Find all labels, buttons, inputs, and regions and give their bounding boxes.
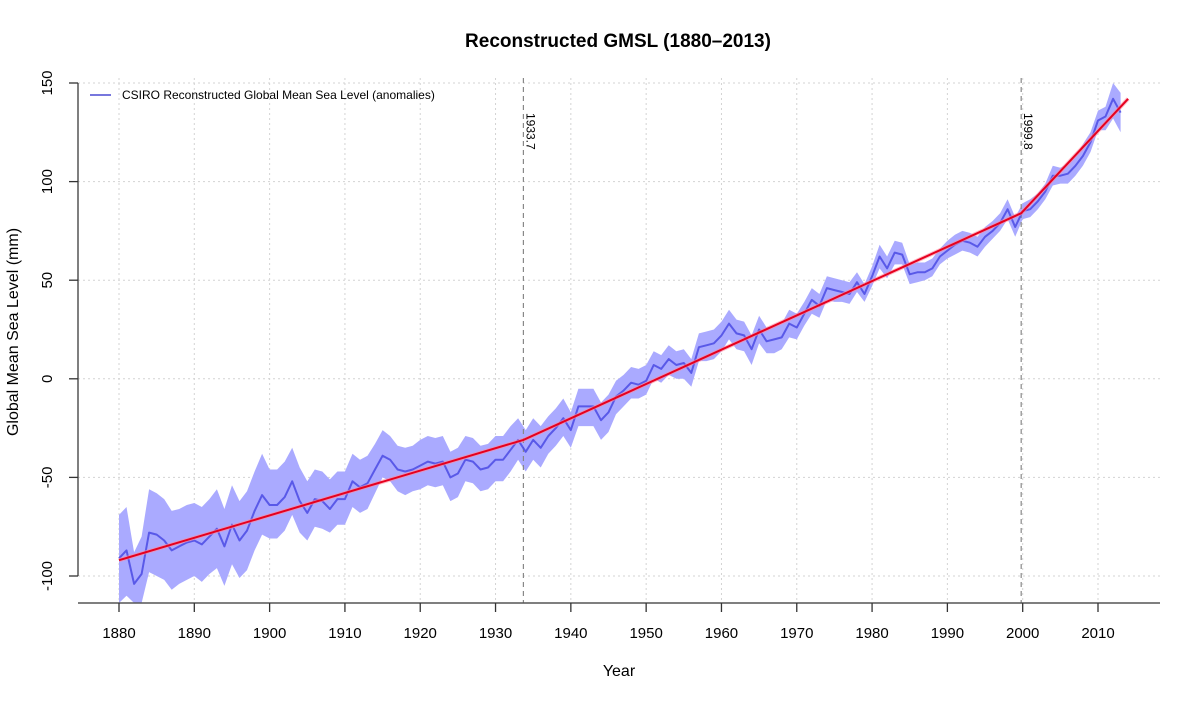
y-tick-label: 0 <box>39 375 56 383</box>
x-tick-label: 1950 <box>629 625 662 642</box>
x-tick-label: 1960 <box>705 625 738 642</box>
breakpoint-label: 1999.8 <box>1021 113 1035 150</box>
fit-layer <box>118 97 1130 563</box>
x-tick-label: 1920 <box>404 625 437 642</box>
x-tick-label: 1980 <box>855 625 888 642</box>
breakpoint-label: 1933.7 <box>523 113 537 150</box>
breakpoint-lines: 1933.7 1999.8 <box>522 78 1035 603</box>
x-tick-label: 2000 <box>1006 625 1039 642</box>
x-tick-label: 1970 <box>780 625 813 642</box>
x-tick-label: 1910 <box>328 625 361 642</box>
y-tick-label: 100 <box>39 169 56 194</box>
uncertainty-band <box>119 83 1121 603</box>
legend-label: CSIRO Reconstructed Global Mean Sea Leve… <box>122 88 435 102</box>
y-tick-label: -100 <box>39 561 56 591</box>
x-tick-label: 1890 <box>178 625 211 642</box>
axes: 1880 1890 1900 1910 1920 1930 1940 1950 1960 1970… <box>39 70 1160 642</box>
fit-line <box>118 98 1129 562</box>
y-axis-label: Global Mean Sea Level (mm) <box>5 228 22 436</box>
x-tick-label: 2010 <box>1081 625 1114 642</box>
x-tick-label: 1990 <box>931 625 964 642</box>
y-tick-label: 50 <box>39 272 56 289</box>
x-tick-label: 1930 <box>479 625 512 642</box>
y-tick-label: -50 <box>39 467 56 489</box>
x-tick-label: 1940 <box>554 625 587 642</box>
x-tick-label: 1880 <box>102 625 135 642</box>
x-tick-label: 1900 <box>253 625 286 642</box>
uncertainty-band-layer <box>119 83 1121 603</box>
x-axis-label: Year <box>603 663 636 680</box>
y-tick-label: 150 <box>39 70 56 95</box>
chart-title: Reconstructed GMSL (1880–2013) <box>465 31 771 52</box>
legend: CSIRO Reconstructed Global Mean Sea Leve… <box>90 88 435 102</box>
